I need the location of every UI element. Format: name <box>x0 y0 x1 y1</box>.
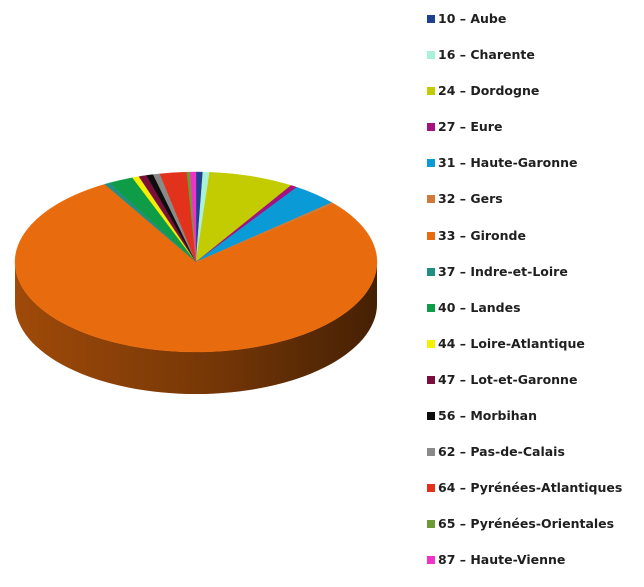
pie-slice-side-shading <box>15 262 377 394</box>
legend-item: 24 – Dordogne <box>427 81 642 117</box>
legend-label: 44 – Loire-Atlantique <box>438 335 585 351</box>
legend-item: 62 – Pas-de-Calais <box>427 442 642 478</box>
pie-top <box>14 171 378 353</box>
legend-item: 64 – Pyrénées-Atlantiques <box>427 478 642 514</box>
legend-swatch <box>427 15 435 23</box>
legend-label: 31 – Haute-Garonne <box>438 155 578 171</box>
legend-label: 47 – Lot-et-Garonne <box>438 371 578 387</box>
legend-label: 10 – Aube <box>438 11 507 26</box>
legend-item: 33 – Gironde <box>427 226 642 262</box>
legend-item: 27 – Eure <box>427 117 642 153</box>
legend-swatch <box>427 159 435 168</box>
legend-swatch <box>427 556 435 565</box>
legend-swatch <box>427 195 435 204</box>
legend-label: 33 – Gironde <box>438 227 526 243</box>
legend-label: 87 – Haute-Vienne <box>438 552 566 568</box>
legend-item: 87 – Haute-Vienne <box>427 550 642 586</box>
legend-swatch <box>427 339 435 348</box>
legend-swatch <box>427 87 435 96</box>
legend-item: 32 – Gers <box>427 189 642 225</box>
legend-label: 32 – Gers <box>438 191 503 207</box>
legend-label: 27 – Eure <box>438 119 503 135</box>
pie-chart-canvas <box>14 171 378 394</box>
legend-item: 10 – Aube <box>427 9 642 45</box>
legend-label: 24 – Dordogne <box>438 83 540 99</box>
legend-item: 44 – Loire-Atlantique <box>427 334 642 370</box>
legend-swatch <box>427 267 435 276</box>
legend-swatch <box>427 303 435 312</box>
legend-swatch <box>427 123 435 132</box>
legend-label: 40 – Landes <box>438 299 521 315</box>
legend-swatch <box>427 484 435 493</box>
legend-swatch <box>427 520 435 529</box>
legend-item: 16 – Charente <box>427 45 642 81</box>
legend-item: 65 – Pyrénées-Orientales <box>427 514 642 550</box>
legend-swatch <box>427 231 435 240</box>
legend-label: 37 – Indre-et-Loire <box>438 263 568 279</box>
legend-swatch <box>427 448 435 457</box>
legend-swatch <box>427 51 435 60</box>
pie-sides <box>15 262 377 394</box>
legend-item: 31 – Haute-Garonne <box>427 153 642 189</box>
legend-label: 64 – Pyrénées-Atlantiques <box>438 480 623 496</box>
legend-label: 16 – Charente <box>438 47 535 63</box>
legend-label: 65 – Pyrénées-Orientales <box>438 516 615 532</box>
legend-swatch <box>427 412 435 421</box>
legend: 10 – Aube 16 – Charente 24 – Dordogne 27 – … <box>427 9 642 587</box>
legend-item: 56 – Morbihan <box>427 406 642 442</box>
legend-label: 62 – Pas-de-Calais <box>438 444 565 460</box>
pie-chart <box>14 171 378 394</box>
legend-label: 56 – Morbihan <box>438 408 538 424</box>
legend-item: 47 – Lot-et-Garonne <box>427 370 642 406</box>
legend-item: 40 – Landes <box>427 298 642 334</box>
pie-slice <box>190 171 197 263</box>
pie-slice <box>14 184 378 353</box>
legend-swatch <box>427 375 435 384</box>
legend-item: 37 – Indre-et-Loire <box>427 262 642 298</box>
